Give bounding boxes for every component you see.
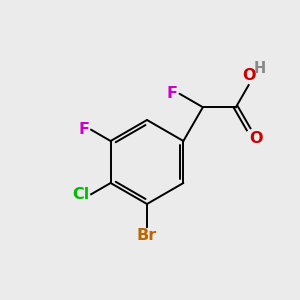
Text: O: O [242,68,255,83]
Text: O: O [249,131,263,146]
Text: F: F [79,122,90,137]
Text: H: H [254,61,266,76]
Text: Cl: Cl [72,187,89,202]
Text: F: F [167,86,178,101]
Text: Br: Br [137,228,157,243]
